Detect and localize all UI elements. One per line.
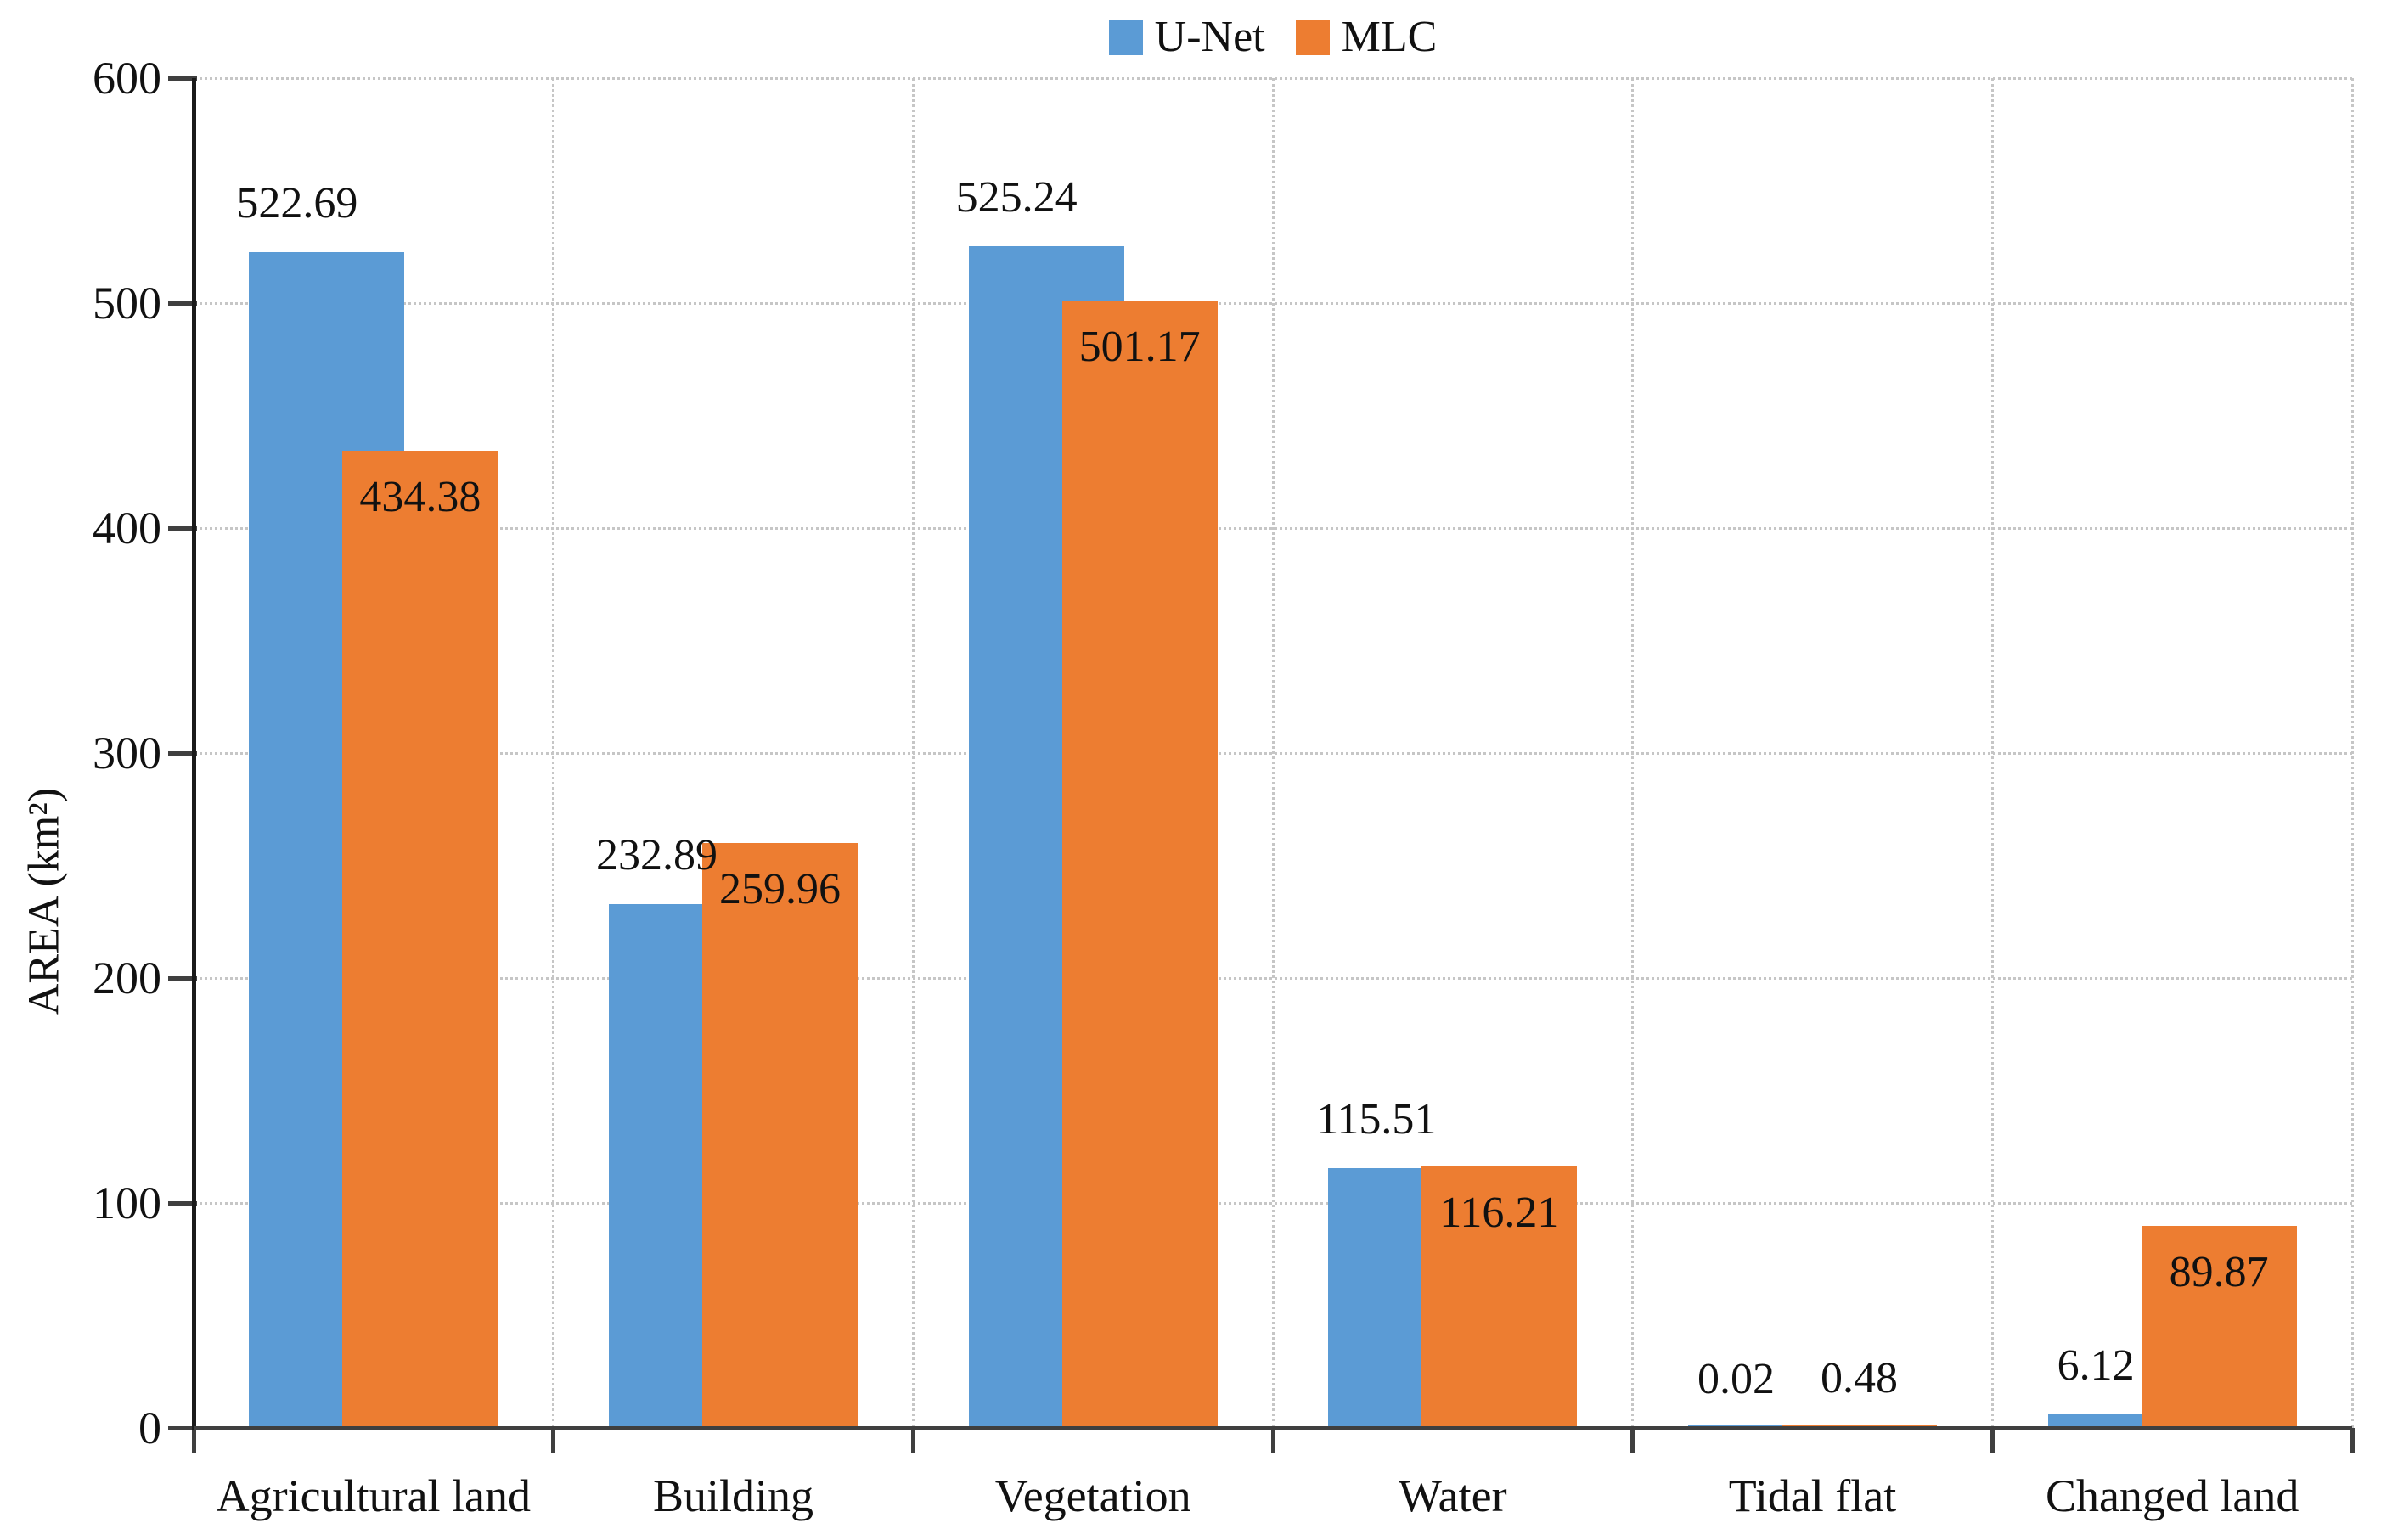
y-tick-500 <box>168 301 197 306</box>
chart-legend: U-Net MLC <box>194 15 2352 59</box>
x-category-label-agricultural-land: Agricultural land <box>216 1470 532 1521</box>
x-tick-0 <box>191 1428 196 1453</box>
value-label-u-net-vegetation: 525.24 <box>955 173 1078 222</box>
y-tick-label-300: 300 <box>93 728 161 778</box>
y-tick-100 <box>168 1200 197 1206</box>
y-axis-line <box>192 78 196 1430</box>
bar-mlc-agricultural-land <box>342 450 498 1428</box>
value-label-mlc-agricultural-land: 434.38 <box>359 472 481 521</box>
value-label-mlc-vegetation: 501.17 <box>1078 322 1201 371</box>
x-category-label-changed-land: Changed land <box>2045 1470 2299 1521</box>
legend-item-u-net: U-Net <box>1108 13 1265 61</box>
x-tick-3 <box>1270 1428 1275 1453</box>
gridline-v-3 <box>1271 78 1275 1428</box>
x-tick-6 <box>2350 1428 2355 1453</box>
bar-mlc-changed-land <box>2141 1225 2297 1428</box>
legend-label-mlc: MLC <box>1341 13 1438 61</box>
x-tick-2 <box>910 1428 915 1453</box>
legend-swatch-icon-u-net <box>1108 20 1143 55</box>
bar-mlc-water <box>1421 1166 1578 1428</box>
y-tick-label-100: 100 <box>93 1177 161 1228</box>
value-label-u-net-changed-land: 6.12 <box>2057 1340 2135 1390</box>
y-tick-200 <box>168 975 197 981</box>
x-category-label-building: Building <box>652 1470 814 1521</box>
value-label-mlc-tidal-flat: 0.48 <box>1821 1353 1898 1402</box>
y-tick-label-0: 0 <box>138 1402 161 1453</box>
y-tick-400 <box>168 526 197 531</box>
bar-mlc-building <box>702 843 858 1428</box>
legend-swatch-icon-mlc <box>1295 20 1330 55</box>
x-category-label-vegetation: Vegetation <box>994 1470 1191 1521</box>
value-label-u-net-agricultural-land: 522.69 <box>236 178 358 228</box>
x-axis-line <box>194 1426 2352 1430</box>
gridline-v-2 <box>911 78 915 1428</box>
y-tick-300 <box>168 750 197 756</box>
gridline-v-5 <box>1990 78 1994 1428</box>
legend-label-u-net: U-Net <box>1154 13 1265 61</box>
value-label-u-net-building: 232.89 <box>596 830 718 880</box>
y-tick-label-500: 500 <box>93 278 161 329</box>
x-category-label-water: Water <box>1399 1470 1507 1521</box>
y-tick-label-600: 600 <box>93 53 161 104</box>
x-tick-4 <box>1630 1428 1635 1453</box>
y-tick-0 <box>168 1425 197 1430</box>
x-tick-1 <box>551 1428 556 1453</box>
gridline-v-1 <box>552 78 555 1428</box>
x-category-label-tidal-flat: Tidal flat <box>1728 1470 1897 1521</box>
gridline-v-6 <box>2350 78 2354 1428</box>
bar-mlc-vegetation <box>1061 300 1218 1428</box>
y-tick-label-200: 200 <box>93 953 161 1003</box>
value-label-u-net-water: 115.51 <box>1316 1094 1437 1144</box>
legend-item-mlc: MLC <box>1295 13 1438 61</box>
y-tick-label-400: 400 <box>93 503 161 554</box>
y-tick-600 <box>168 76 197 81</box>
x-tick-5 <box>1990 1428 1995 1453</box>
value-label-mlc-water: 116.21 <box>1439 1189 1560 1238</box>
value-label-mlc-building: 259.96 <box>719 865 841 914</box>
value-label-mlc-changed-land: 89.87 <box>2169 1247 2269 1296</box>
gridline-v-4 <box>1631 78 1635 1428</box>
value-label-u-net-tidal-flat: 0.02 <box>1697 1354 1775 1403</box>
